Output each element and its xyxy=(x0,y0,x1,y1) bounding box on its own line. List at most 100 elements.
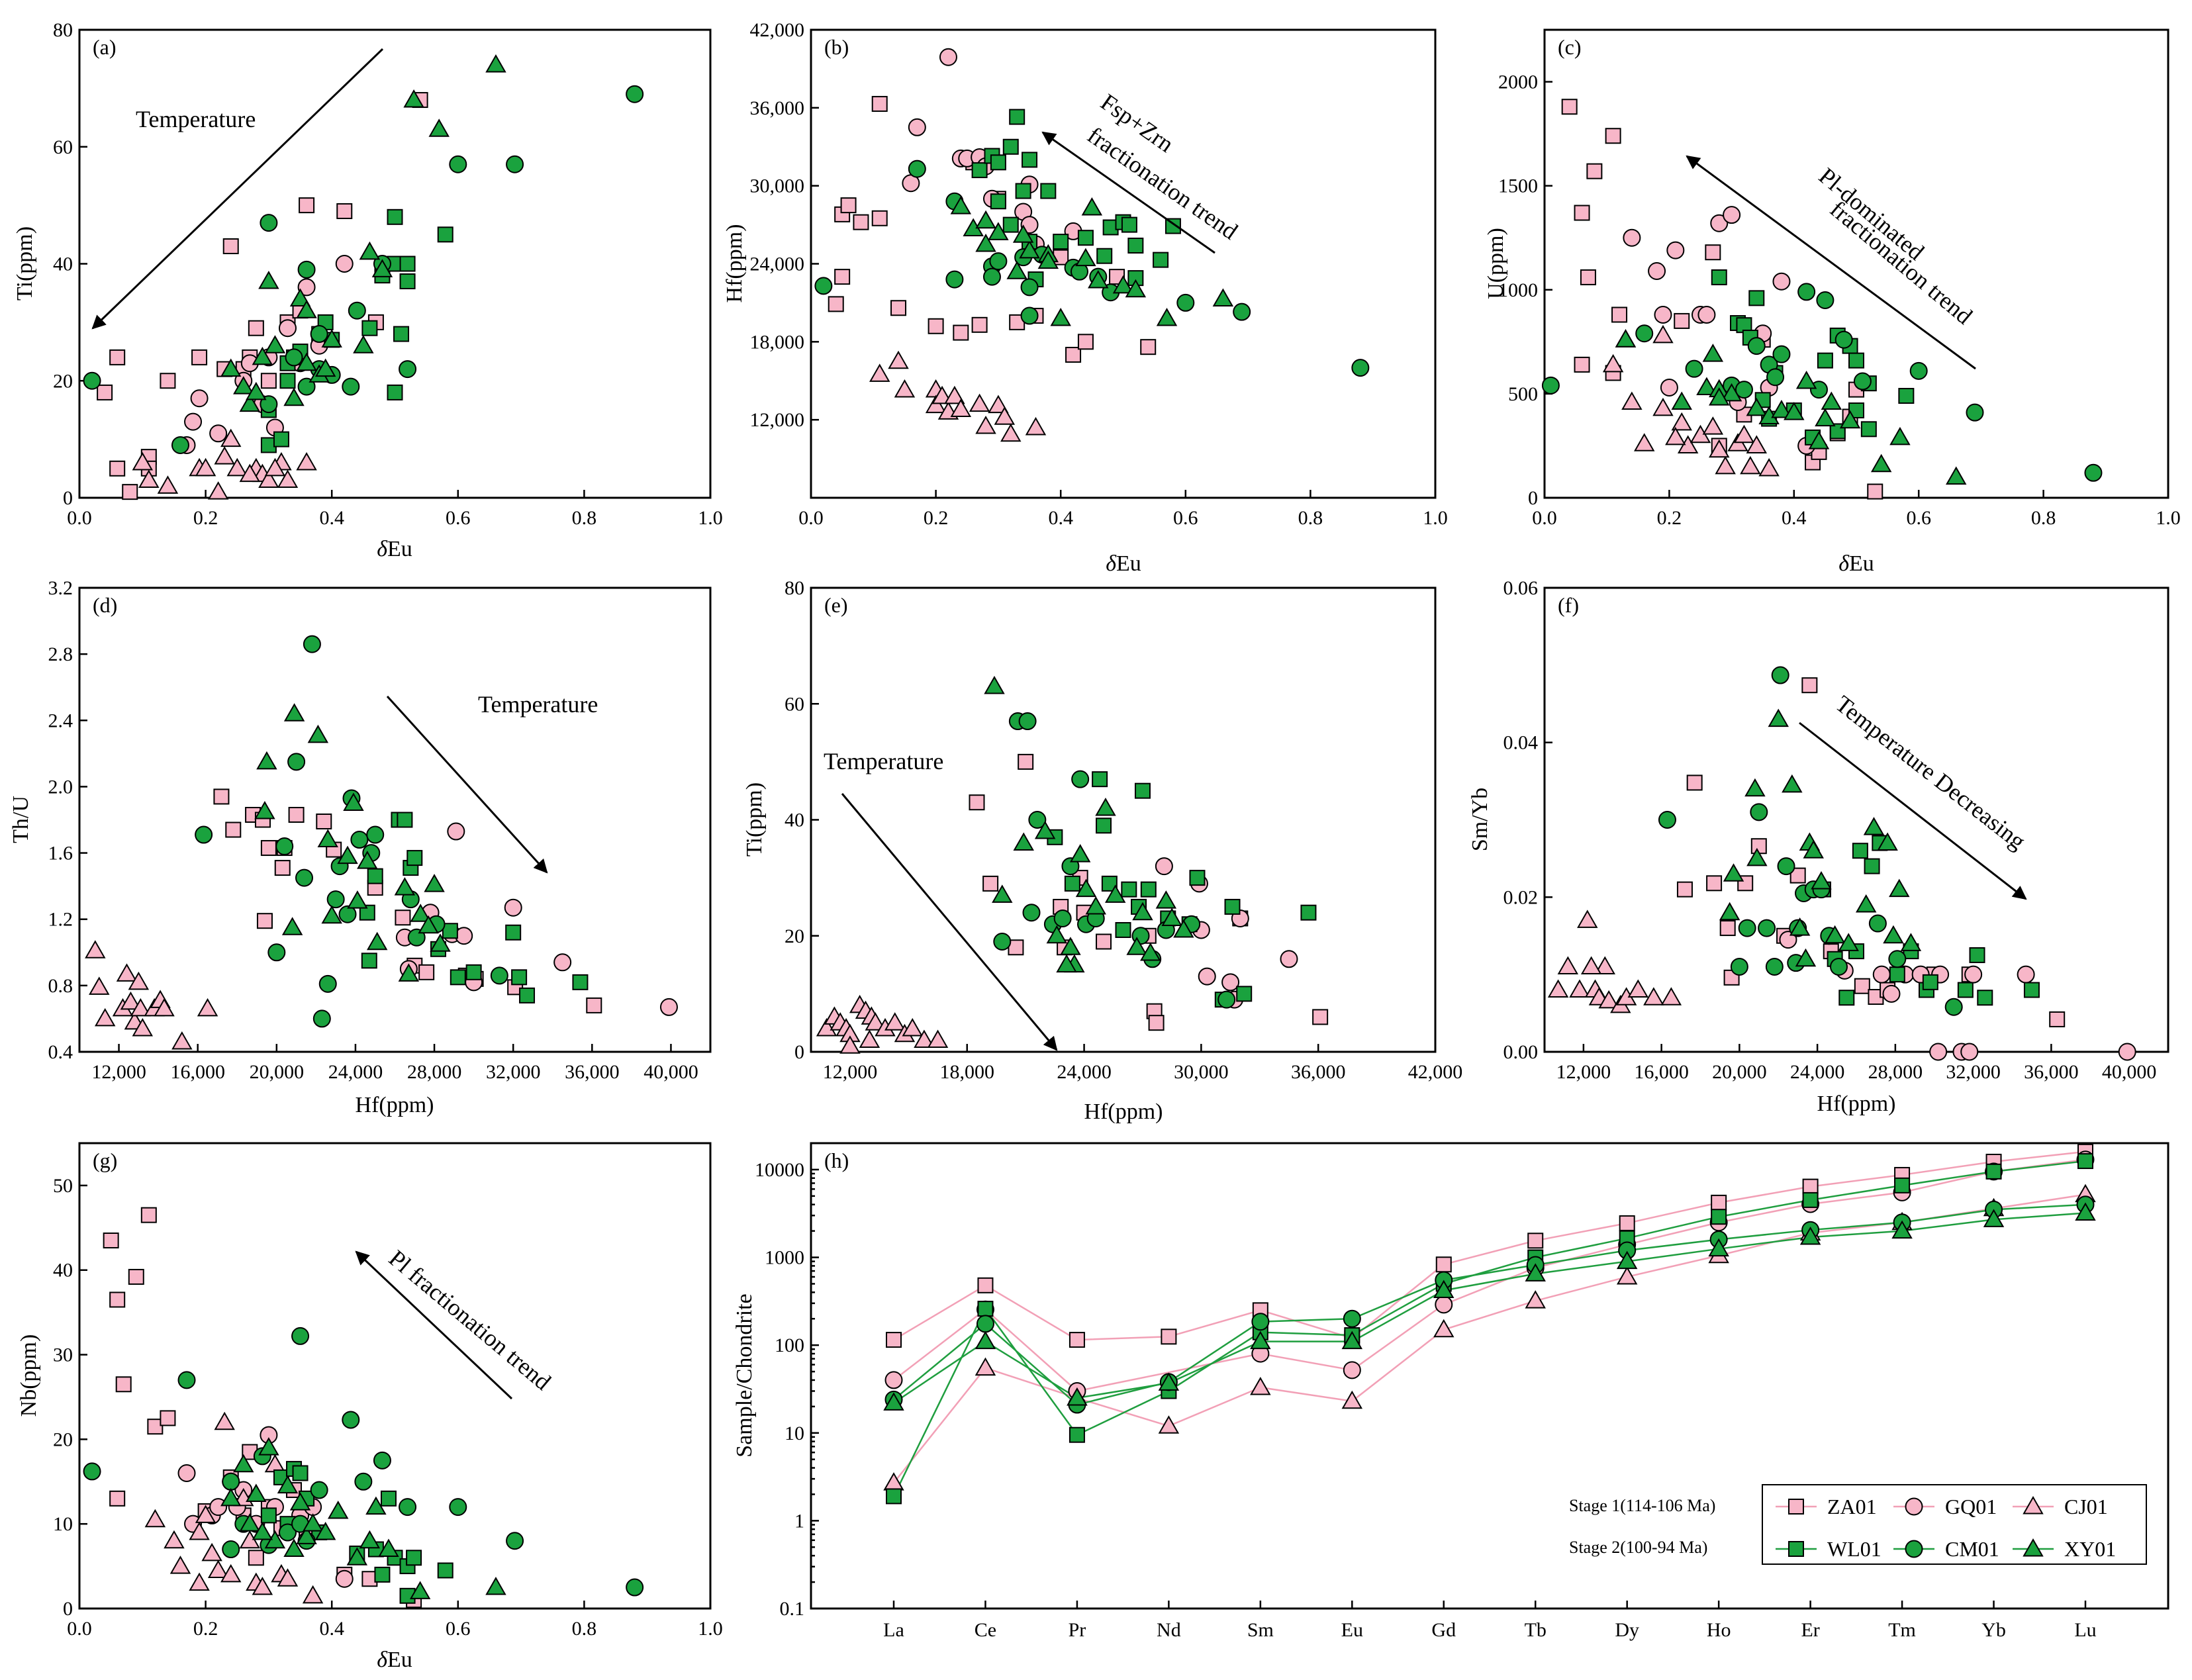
data-point-xy01 xyxy=(1889,426,1911,445)
data-point-xy01 xyxy=(1046,925,1068,944)
data-point-cm01 xyxy=(1351,359,1370,377)
data-point-cj01 xyxy=(1758,457,1780,477)
data-point-cj01 xyxy=(195,457,216,477)
data-point-gq01 xyxy=(1623,228,1641,247)
annotation-fractionation-trend-c: fractionation trend xyxy=(1825,195,1978,329)
y-tick-label: 1500 xyxy=(1498,175,1538,197)
data-point-za01 xyxy=(969,794,985,811)
x-tick-label: 0.6 xyxy=(1906,507,1931,529)
data-point-xy01 xyxy=(1112,275,1134,294)
data-point-xy01 xyxy=(1795,371,1817,389)
data-point-cm01 xyxy=(1071,770,1090,788)
data-point-gq01 xyxy=(1772,272,1791,291)
x-tick-label: 40,000 xyxy=(2102,1061,2157,1083)
data-point-xy01 xyxy=(1782,774,1803,793)
y-tick-label: 0.02 xyxy=(1503,886,1539,908)
data-point-cm01 xyxy=(399,1498,417,1517)
data-point-cj01 xyxy=(1621,391,1643,410)
data-point-za01 xyxy=(1867,483,1883,500)
panel-label-d: (d) xyxy=(93,593,117,617)
data-point-cj01 xyxy=(884,1012,906,1031)
data-point-za01 xyxy=(1561,99,1578,115)
data-point-wl01 xyxy=(1002,138,1019,155)
data-point-gq01 xyxy=(939,48,957,66)
data-point-cj01 xyxy=(164,1530,185,1549)
data-point-za01 xyxy=(586,997,602,1013)
trend-arrow-c xyxy=(1686,155,1976,370)
series-line-wl01 xyxy=(892,1160,2086,1497)
series-line-za01 xyxy=(893,1150,2086,1341)
data-point-xy01 xyxy=(1069,844,1091,863)
data-point-cj01 xyxy=(894,379,916,398)
data-point-xy01 xyxy=(1006,261,1027,279)
panel-d: (d) 12,000 16,000 20,000 24,000 28,000 32,000… xyxy=(9,577,712,1117)
data-point-za01 xyxy=(953,324,969,341)
x-tick-label: 24,000 xyxy=(328,1061,383,1083)
y-tick-label: 40 xyxy=(785,810,804,831)
data-point-cm01 xyxy=(1020,306,1039,325)
x-axis-title-delta: δ xyxy=(1106,551,1117,576)
data-point-xy01 xyxy=(1708,1238,1729,1257)
data-point-wl01 xyxy=(1121,216,1137,233)
data-point-xy01 xyxy=(1746,397,1768,416)
data-point-cj01 xyxy=(1709,439,1730,458)
data-point-cm01 xyxy=(1022,904,1041,922)
data-point-xy01 xyxy=(1075,248,1096,267)
data-point-cm01 xyxy=(326,890,345,909)
data-point-cj01 xyxy=(144,1509,166,1528)
data-point-cj01 xyxy=(302,1585,324,1604)
annotation-temperature-a: Temperature xyxy=(136,106,256,132)
data-point-cm01 xyxy=(1750,803,1768,821)
data-point-xy01 xyxy=(1900,933,1922,951)
data-point-cj01 xyxy=(1746,435,1768,453)
x-axis-title-d: Hf(ppm) xyxy=(356,1093,434,1117)
x-tick-label: 42,000 xyxy=(1408,1061,1463,1083)
legend-stage2-label: Stage 2(100-94 Ma) xyxy=(1569,1538,1707,1557)
data-point-za01 xyxy=(122,484,138,500)
data-point-xy01 xyxy=(296,352,317,371)
data-point-cm01 xyxy=(83,371,101,390)
data-point-cj01 xyxy=(264,457,286,477)
data-point-za01 xyxy=(1161,1329,1177,1345)
data-point-cj01 xyxy=(189,1521,210,1540)
data-point-cm01 xyxy=(303,635,321,653)
data-point-gq01 xyxy=(335,1569,354,1588)
data-point-cj01 xyxy=(132,451,154,471)
data-point-za01 xyxy=(2049,1011,2066,1027)
legend-marker-gq01 xyxy=(1905,1497,1923,1516)
data-point-cm01 xyxy=(260,214,278,232)
data-point-wl01 xyxy=(511,969,528,986)
data-point-wl01 xyxy=(977,1301,994,1317)
data-point-cj01 xyxy=(195,1505,216,1523)
data-point-cj01 xyxy=(1733,424,1755,443)
data-point-xy01 xyxy=(277,1475,299,1494)
data-point-cj01 xyxy=(816,1017,837,1037)
data-point-xy01 xyxy=(1013,832,1034,851)
data-point-xy01 xyxy=(1341,1330,1363,1350)
data-point-cm01 xyxy=(1772,345,1791,363)
data-point-cj01 xyxy=(988,395,1009,414)
x-tick-label: 0.2 xyxy=(193,507,218,529)
data-point-cj01 xyxy=(1598,990,1619,1009)
data-point-xy01 xyxy=(1173,919,1194,938)
y-tick-label: 10 xyxy=(53,1513,73,1535)
data-point-xy01 xyxy=(1838,933,1859,951)
x-tick-label: 36,000 xyxy=(1291,1061,1346,1083)
ticks-c: 0.0 0.2 0.4 0.6 0.8 1.0 0 500 1000 1500 2000 xyxy=(1498,71,2181,529)
legend-marker-wl01 xyxy=(1788,1541,1804,1557)
data-point-gq01 xyxy=(335,255,354,273)
data-point-cj01 xyxy=(132,1017,154,1037)
data-point-za01 xyxy=(1706,875,1723,892)
data-point-cm01 xyxy=(275,837,294,856)
y-tick-label: 3.2 xyxy=(48,577,73,599)
x-axis-title-eu: Eu xyxy=(1116,551,1141,576)
data-point-xy01 xyxy=(1140,943,1161,961)
data-point-xy01 xyxy=(1815,408,1836,427)
data-point-wl01 xyxy=(1300,904,1317,921)
data-point-cm01 xyxy=(295,868,314,887)
data-point-cj01 xyxy=(927,1029,949,1048)
data-point-za01 xyxy=(840,197,857,214)
data-point-cj01 xyxy=(1633,433,1655,451)
y-tick-label: 500 xyxy=(1508,383,1538,405)
data-point-gq01 xyxy=(908,118,926,136)
